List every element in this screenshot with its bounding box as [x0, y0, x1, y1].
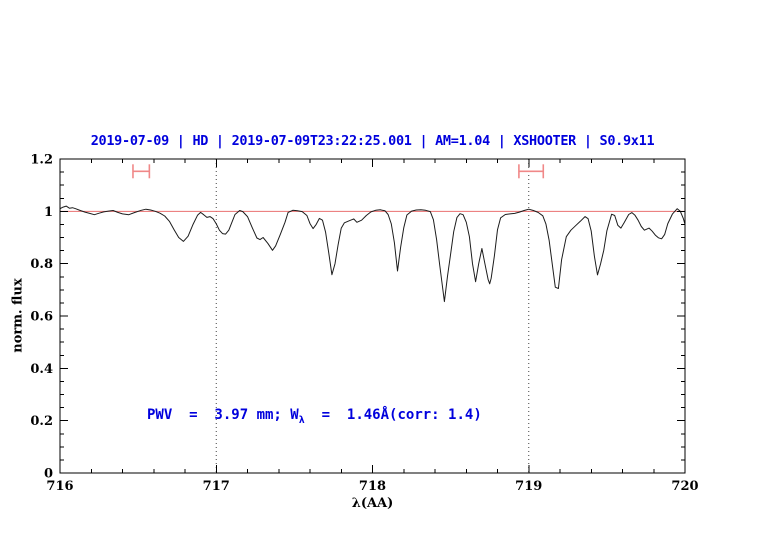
plot-title: 2019-07-09 | HD | 2019-07-09T23:22:25.00…: [90, 133, 655, 149]
x-tick-label: 716: [46, 479, 73, 494]
x-tick-label: 718: [359, 479, 386, 494]
pwv-annotation-part2: = 1.46Å(corr: 1.4): [304, 407, 482, 423]
plot-frame: [59, 158, 686, 474]
x-tick-label: 720: [671, 479, 698, 494]
x-tick-label: 717: [203, 479, 230, 494]
telluric-spectrum-line: [59, 205, 686, 303]
y-tick-label: 0: [44, 467, 53, 482]
x-tick-label: 719: [515, 479, 542, 494]
y-axis-title: norm. flux: [10, 278, 26, 353]
y-tick-label: 1.2: [30, 153, 53, 168]
y-tick-label: 0.6: [30, 310, 53, 325]
pwv-annotation-part1: PWV = 3.97 mm; W: [147, 407, 299, 423]
x-axis-title: λ(AA): [351, 496, 394, 511]
pwv-annotation: PWV = 3.97 mm; Wλ = 1.46Å(corr: 1.4): [147, 407, 482, 426]
y-tick-label: 0.8: [30, 257, 53, 272]
y-tick-label: 0.2: [30, 414, 53, 429]
y-tick-label: 1: [44, 205, 53, 220]
y-tick-label: 0.4: [30, 362, 53, 377]
pwv-annotation-lambda-subscript: λ: [298, 414, 305, 426]
